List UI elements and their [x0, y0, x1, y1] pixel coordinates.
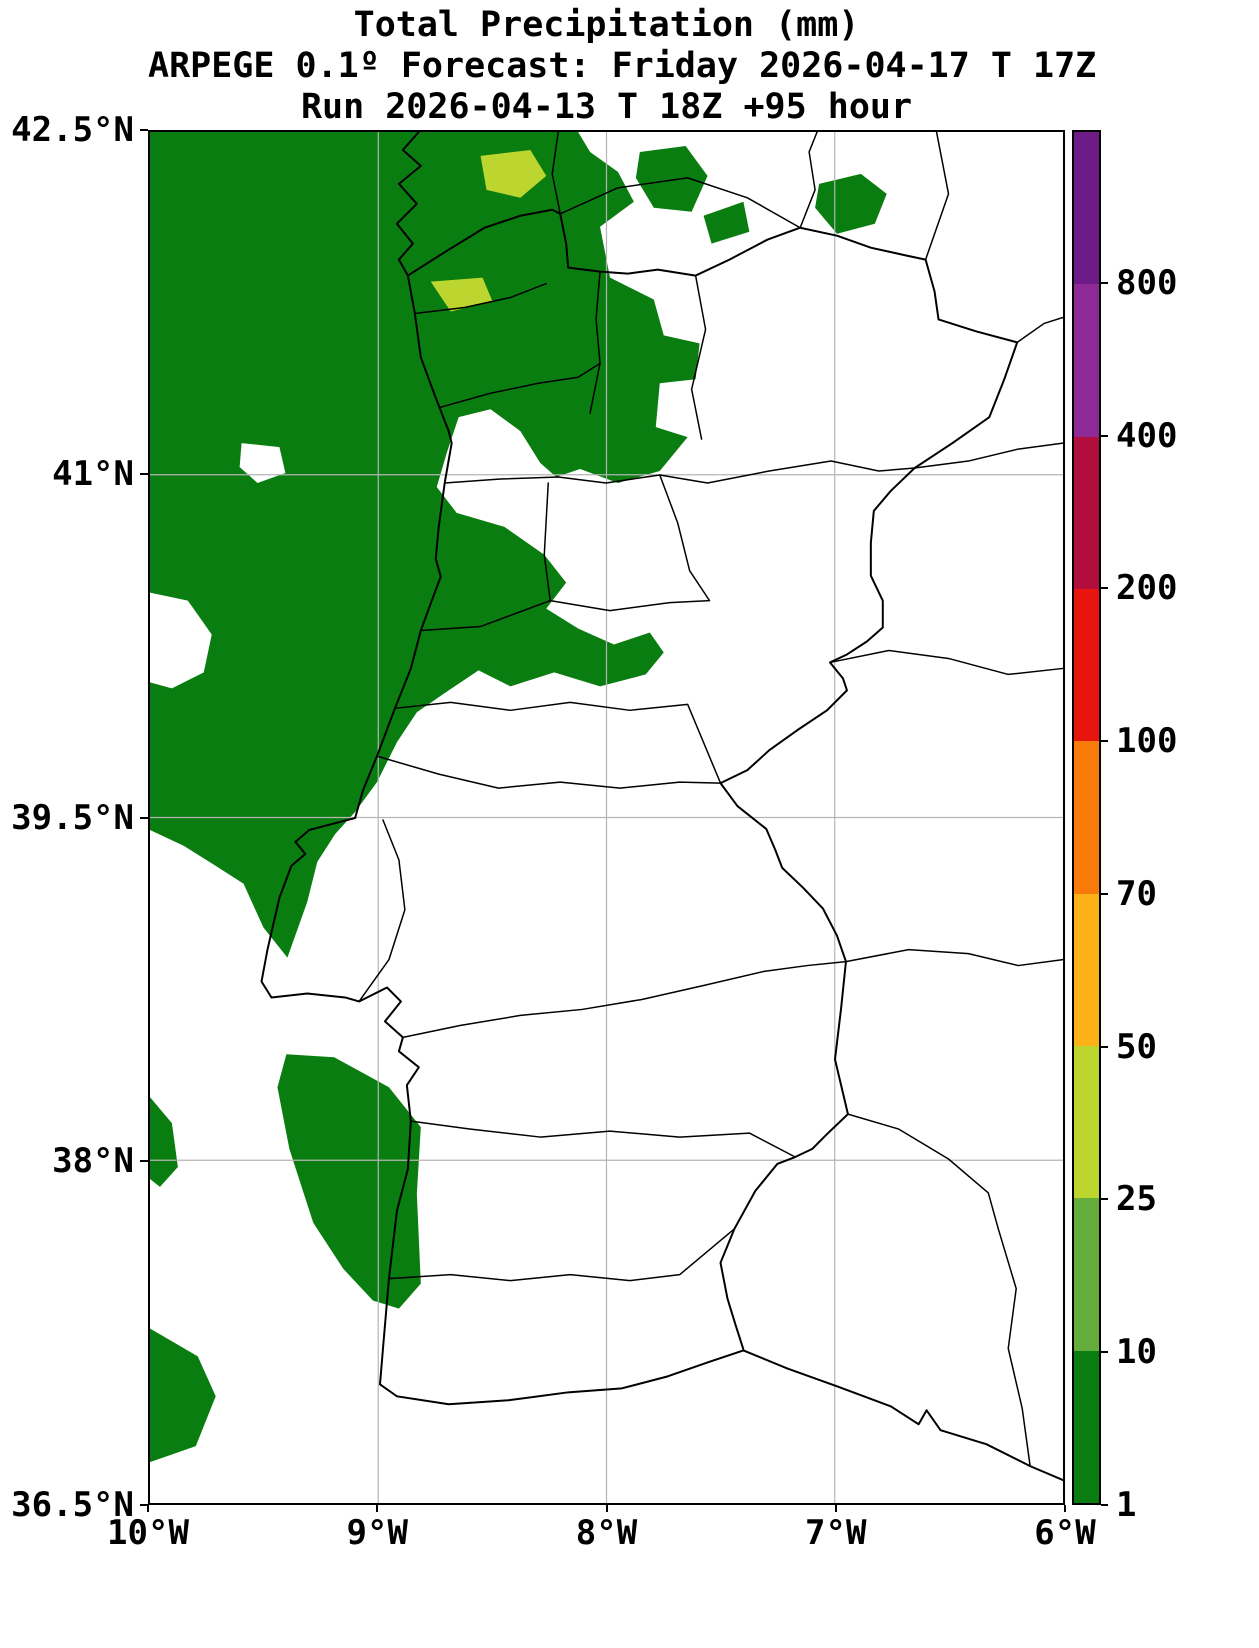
colorbar-tick-label: 800 — [1116, 262, 1178, 303]
precip-area-coastal-south — [277, 1054, 421, 1309]
country-border-portugal-spain — [406, 208, 1019, 1351]
x-axis-tick-mark — [834, 1505, 837, 1512]
colorbar-tick-mark — [1101, 1045, 1108, 1048]
colorbar-segment-50-70 — [1074, 893, 1099, 1047]
colorbar-tick-label: 1 — [1116, 1485, 1137, 1525]
precipitation-fill-areas — [150, 132, 887, 1463]
colorbar-tick-mark — [1101, 434, 1108, 437]
precip-area-left-sliver — [150, 1097, 178, 1187]
colorbar — [1072, 130, 1101, 1505]
colorbar-tick-label: 10 — [1116, 1332, 1157, 1373]
x-axis-tick-label: 6°W — [1034, 1513, 1096, 1553]
precip-hole-ocean-2 — [150, 592, 212, 689]
y-axis: 42.5°N 41°N 39.5°N 38°N 36.5°N — [0, 110, 148, 1525]
y-axis-tick-mark — [140, 1504, 148, 1506]
x-axis-tick-mark — [605, 1505, 608, 1512]
coastline — [260, 132, 1063, 1482]
map-outlines — [260, 132, 1063, 1482]
colorbar-tick-mark — [1101, 1198, 1108, 1201]
map-frame — [148, 130, 1065, 1505]
province-boundaries-spain — [551, 132, 1063, 1467]
chart-subtitle-run: Run 2026-04-13 T 18Z +95 hour — [300, 87, 913, 127]
y-axis-tick-mark — [140, 1160, 148, 1163]
colorbar-segment-800plus — [1074, 132, 1099, 285]
colorbar-segment-1-10 — [1074, 1350, 1099, 1503]
colorbar-tick-mark — [1101, 587, 1108, 590]
colorbar-tick-label: 50 — [1116, 1026, 1157, 1067]
chart-title: Total Precipitation (mm) — [353, 5, 860, 45]
x-axis: 10°W 9°W 8°W 7°W 6°W — [107, 1505, 1096, 1575]
y-axis-tick-mark — [140, 129, 148, 131]
colorbar-segment-400-800 — [1074, 284, 1099, 437]
colorbar-tick-label: 70 — [1116, 873, 1157, 914]
x-axis-tick-mark — [147, 1505, 149, 1512]
y-axis-tick-mark — [140, 816, 148, 819]
x-axis-tick-label: 9°W — [346, 1513, 408, 1553]
precip-area-blob-ne-2 — [703, 201, 750, 244]
chart-subtitle-forecast: ARPEGE 0.1º Forecast: Friday 2026-04-17 … — [148, 46, 1097, 86]
precip-hole-ocean-1 — [239, 443, 286, 483]
x-axis-tick-label: 7°W — [805, 1513, 867, 1553]
colorbar-tick-label: 400 — [1116, 415, 1178, 456]
colorbar-segment-70-100 — [1074, 741, 1099, 894]
y-axis-tick-label: 41°N — [52, 453, 134, 494]
y-axis-tick-mark — [140, 472, 148, 475]
colorbar-tick-mark — [1101, 892, 1108, 895]
precip-area-sw-corner — [150, 1328, 216, 1463]
x-axis-tick-mark — [1064, 1505, 1066, 1512]
y-axis-tick-label: 36.5°N — [11, 1485, 134, 1525]
colorbar-tick-mark — [1101, 1351, 1108, 1354]
y-axis-tick-label: 39.5°N — [11, 797, 134, 838]
colorbar-tick-label: 100 — [1116, 721, 1178, 762]
precip-core-north-1 — [480, 149, 547, 198]
precip-area-blob-ne-1 — [635, 145, 708, 212]
precip-area-ocean-north — [150, 132, 700, 958]
gridlines — [150, 132, 1063, 1503]
x-axis-tick-mark — [376, 1505, 379, 1512]
colorbar-segment-200-400 — [1074, 436, 1099, 590]
x-axis-tick-label: 8°W — [575, 1513, 638, 1553]
colorbar-tick-mark — [1101, 281, 1108, 284]
precip-area-blob-ne-3 — [815, 173, 887, 234]
colorbar-tick-mark — [1101, 740, 1108, 743]
colorbar-segment-10-25 — [1074, 1198, 1099, 1351]
y-axis-tick-label: 38°N — [52, 1141, 134, 1182]
y-axis-tick-label: 42.5°N — [11, 110, 134, 150]
map-canvas — [150, 132, 1063, 1503]
colorbar-tick-label: 200 — [1116, 568, 1178, 609]
colorbar-segment-25-50 — [1074, 1046, 1099, 1199]
district-boundaries-portugal — [358, 270, 916, 1282]
precip-core-north-2 — [430, 277, 493, 312]
colorbar-tick-label: 25 — [1116, 1179, 1157, 1220]
title-block: Total Precipitation (mm) ARPEGE 0.1º For… — [148, 5, 1097, 128]
colorbar-tick-mark — [1101, 1504, 1108, 1506]
colorbar-ticks: 800 400 200 100 70 50 25 10 1 — [1101, 130, 1230, 1525]
x-axis-tick-label: 10°W — [107, 1513, 189, 1553]
colorbar-segment-100-200 — [1074, 589, 1099, 742]
